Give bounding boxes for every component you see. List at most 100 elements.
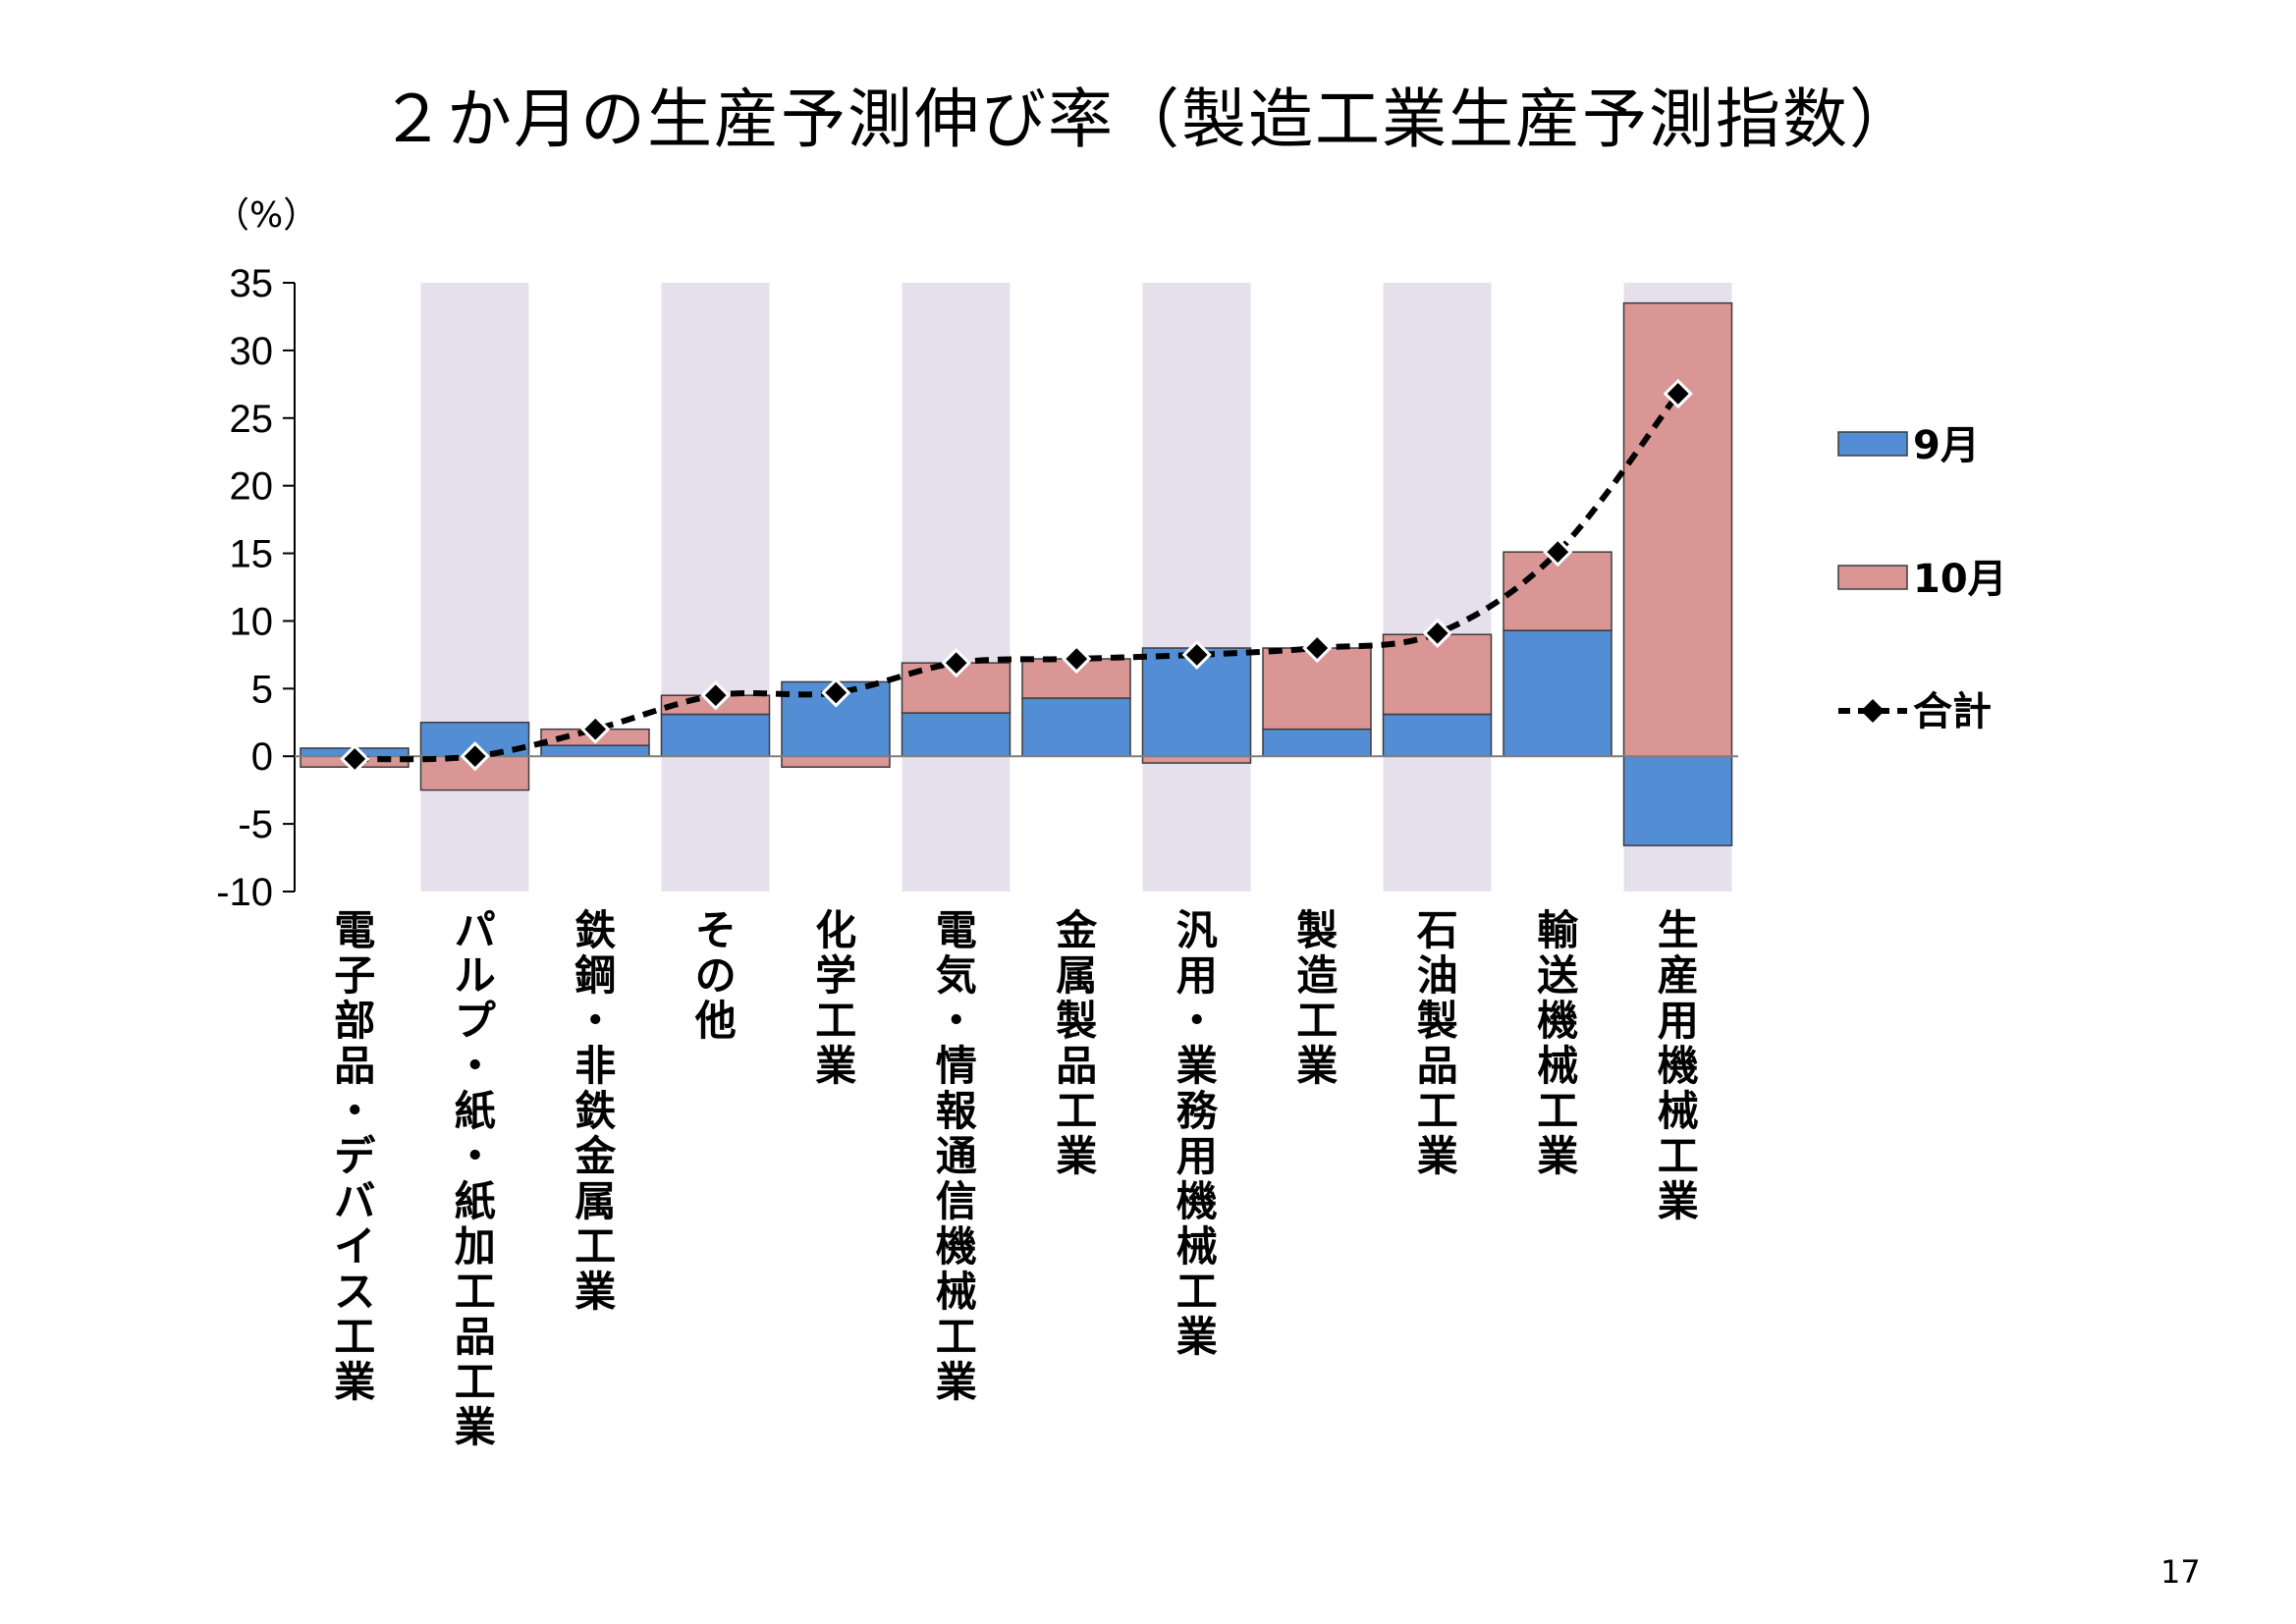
category-label-char: 工 (815, 997, 856, 1045)
total-marker (1062, 643, 1092, 675)
bar-sep (1622, 755, 1733, 846)
total-marker (580, 714, 611, 744)
category-label-char: 紙 (455, 1087, 496, 1135)
category-label-char: 通 (936, 1132, 977, 1180)
category-label-char: 電 (936, 906, 977, 954)
total-marker (700, 680, 731, 711)
category-label-char: デ (334, 1132, 376, 1180)
category-label-char: 業 (1176, 1313, 1218, 1361)
category-label-char: パ (455, 906, 496, 954)
category-label-char: 製 (1296, 906, 1338, 954)
y-tick-label: -10 (216, 871, 273, 914)
category-label-char: 機 (936, 1222, 977, 1271)
category-label-char: 情 (936, 1042, 977, 1090)
y-tick-label: 35 (230, 262, 274, 305)
total-marker (1422, 618, 1452, 648)
category-label: 鉄鋼・非鉄金属工業 (574, 906, 617, 1316)
category-label-char: 品 (334, 1042, 375, 1090)
category-label-char: 業 (334, 1358, 375, 1406)
bar-oct (1622, 301, 1733, 757)
category-label: パルプ・紙・紙加工品工業 (455, 906, 496, 1451)
category-label-char: 工 (1417, 1087, 1458, 1135)
category-label-char: 業 (574, 1268, 616, 1316)
shade-band (661, 283, 770, 892)
bar-sep (660, 713, 771, 757)
category-label-char: 製 (1417, 997, 1458, 1045)
shade-band (1142, 283, 1251, 892)
category-label-char: 工 (455, 1358, 496, 1406)
shade-band (420, 283, 529, 892)
category-label-char: 鉄 (574, 906, 616, 954)
category-label-char: ・ (455, 1042, 496, 1090)
bar-sep (901, 712, 1011, 757)
category-label-char: 業 (1296, 1042, 1338, 1090)
category-label-char: 化 (815, 906, 856, 954)
category-label-char: 属 (574, 1177, 616, 1225)
category-label-char: ル (455, 951, 496, 1000)
bar-oct (781, 755, 891, 768)
category-label: 生産用機械工業 (1658, 906, 1699, 1225)
total-marker (821, 677, 851, 708)
category-label-char: 金 (1055, 906, 1098, 954)
page-title: ２か月の生産予測伸び率（製造工業生産予測指数） (380, 81, 1916, 157)
bar-oct (419, 755, 530, 791)
category-label-char: ・ (334, 1087, 375, 1135)
category-label-char: 械 (1176, 1222, 1218, 1271)
category-label-char: 機 (1537, 997, 1578, 1045)
category-label-char: 業 (1658, 1177, 1699, 1225)
page-number: 17 (2160, 1553, 2201, 1591)
bar-oct (1141, 755, 1252, 764)
category-label-char: 品 (1417, 1042, 1458, 1090)
shade-band (1383, 283, 1492, 892)
category-label: その他 (694, 906, 737, 1045)
category-label-char: 石 (1417, 906, 1458, 954)
y-tick-label: 5 (251, 668, 273, 711)
category-label-char: プ (455, 997, 496, 1045)
category-label-char: 業 (815, 1042, 856, 1090)
category-label-char: 電 (334, 906, 375, 954)
y-tick-label: 0 (251, 735, 273, 779)
legend-swatch-sep (1837, 431, 1908, 457)
category-label-char: 他 (694, 997, 737, 1045)
category-label-char: ス (334, 1268, 375, 1316)
category-label: 製造工業 (1296, 906, 1338, 1090)
category-label-char: 械 (1658, 1087, 1699, 1135)
category-label-char: 工 (1296, 997, 1338, 1045)
category-label: 電気・情報通信機械工業 (936, 906, 977, 1406)
category-label-char: 汎 (1176, 906, 1218, 954)
category-label-char: 工 (1056, 1087, 1097, 1135)
category-label-char: 造 (1296, 951, 1338, 1000)
category-label-char: 非 (574, 1042, 616, 1090)
category-label-char: 送 (1537, 951, 1578, 1000)
category-label-char: 品 (1056, 1042, 1097, 1090)
category-label: 金属製品工業 (1055, 906, 1098, 1180)
category-label-char: 鉄 (574, 1087, 616, 1135)
category-label-char: 生 (1658, 906, 1699, 954)
shade-band (902, 283, 1011, 892)
category-label-char: 属 (1056, 951, 1097, 1000)
legend-swatch-oct (1837, 565, 1908, 590)
total-marker (941, 648, 971, 678)
category-label: 汎用・業務用機械工業 (1176, 906, 1219, 1361)
category-label-char: バ (334, 1177, 375, 1225)
category-label-char: 品 (455, 1313, 496, 1361)
y-tick-label: -5 (238, 803, 273, 846)
bar-sep (1382, 713, 1493, 757)
category-label-char: ・ (574, 997, 616, 1045)
category-label-char: 業 (455, 1403, 496, 1451)
category-label-char: 業 (1537, 1132, 1578, 1180)
category-label-char: ・ (936, 997, 977, 1045)
category-label-char: 報 (936, 1087, 977, 1135)
y-tick-label: 30 (230, 330, 274, 373)
category-label-char: 工 (1658, 1132, 1699, 1180)
category-label-char: 業 (1176, 1042, 1218, 1090)
category-label-char: 気 (936, 951, 977, 1000)
bar-sep (1262, 728, 1372, 757)
category-label: 電子部品・デバイス工業 (334, 906, 376, 1406)
total-marker (1181, 639, 1212, 671)
category-label-char: 鋼 (574, 951, 616, 1000)
category-label-char: 子 (334, 951, 375, 1000)
category-label-char: 製 (1056, 997, 1097, 1045)
bar-sep (1503, 629, 1613, 757)
